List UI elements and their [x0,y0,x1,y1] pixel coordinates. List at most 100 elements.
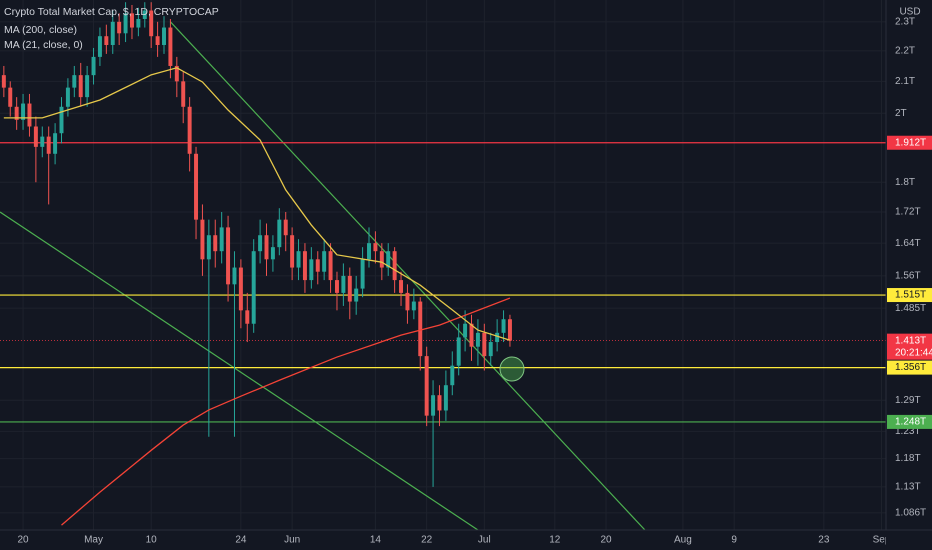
x-tick-label: Jun [284,535,300,546]
candle-body [437,395,442,411]
candle-body [277,219,282,248]
candle-body [424,356,429,416]
candle-body [495,332,500,343]
candle-body [392,251,397,281]
legend-entry: MA (21, close, 0) [4,39,83,51]
candle-body [136,18,141,28]
trend-line [169,21,646,530]
candle-body [85,75,90,98]
y-tick-label: 1.086T [895,508,926,519]
candle-body [219,227,224,252]
candle-body [46,136,51,154]
candle-body [194,153,199,220]
price-tag [887,135,932,150]
candle-body [443,385,448,411]
candle-body [379,251,384,268]
candle-body [21,103,26,120]
candle-body [354,288,359,302]
x-tick-label: Jul [478,535,491,546]
candle-body [488,342,493,357]
candle-body [181,81,186,107]
candle-body [309,259,314,281]
currency: USD [899,7,920,18]
candle-body [501,319,506,333]
candle-body [507,319,512,341]
candle-body [411,301,416,311]
x-tick-label: 20 [600,535,612,546]
candle-body [347,275,352,302]
time-axis: 20 May 10 24 Jun 14 22 Jul 12 20 Aug 9 23 Sep [18,535,891,546]
x-tick-label: May [84,535,103,546]
candle-body [264,235,269,260]
countdown: 20:21:44 [895,347,932,358]
x-tick-label: Sep [873,535,891,546]
price-tag [887,414,932,429]
y-tick-label: 1.18T [895,453,921,464]
x-tick-label: 12 [549,535,561,546]
candle-body [123,13,128,34]
candle-body [367,243,371,260]
candle-body [213,235,218,252]
y-tick-label: 1.485T [895,303,926,314]
candle-body [78,75,83,98]
candle-body [290,235,295,268]
candle-body [399,280,404,293]
price-tag-label: 1.413T [895,335,926,346]
candle-body [341,275,346,293]
candle-body [1,75,6,88]
candle-body [110,21,115,45]
candle-body [469,323,474,347]
price-axis: 2.3T 2.2T 2.1T 2T 1.8T 1.72T 1.64T 1.56T 1.485T 1… [887,16,932,519]
x-tick-label: 22 [421,535,433,546]
y-tick-label: 2.3T [895,16,915,27]
candle-body [431,395,436,416]
candle-body [283,219,288,236]
candle-body [129,13,134,28]
candle-body [258,235,263,252]
candle-body [155,36,160,45]
x-tick-label: 23 [818,535,830,546]
candle-body [463,323,468,338]
candle-body [296,251,301,268]
y-tick-label: 2T [895,108,907,119]
price-tag-label: 1.912T [895,137,926,148]
candle-body [200,219,205,260]
candle-body [40,136,45,147]
candle-body [450,365,455,386]
candle-body [168,27,173,66]
candle-body [270,247,275,260]
candle-body [373,243,378,252]
candle-body [187,106,192,154]
y-tick-label: 1.72T [895,207,921,218]
candle-body [418,301,423,357]
candle-body [456,337,461,366]
y-tick-label: 1.8T [895,177,915,188]
candle-body [91,56,96,76]
y-tick-label: 1.64T [895,238,921,249]
candle-body [475,332,480,347]
candle-body [251,251,256,324]
candle-body [104,36,109,45]
price-tag-label: 1.356T [895,362,926,373]
candle-body [27,103,32,127]
plot-area [0,2,886,530]
candle-body [142,10,147,19]
price-tag-label: 1.248T [895,417,926,428]
candle-body [206,235,211,260]
candle-body [97,36,102,57]
trend-line [0,211,479,530]
y-tick-label: 1.13T [895,482,921,493]
candle-body [482,332,487,357]
candle-body [315,259,320,272]
x-tick-label: 9 [731,535,737,546]
ma-line [3,67,511,341]
price-tag [887,333,932,360]
candle-body [226,227,231,285]
y-tick-label: 1.23T [895,426,921,437]
candle-body [322,251,327,272]
price-axis-panel [886,0,932,550]
candle-body [8,87,13,107]
candle-body [334,280,339,293]
